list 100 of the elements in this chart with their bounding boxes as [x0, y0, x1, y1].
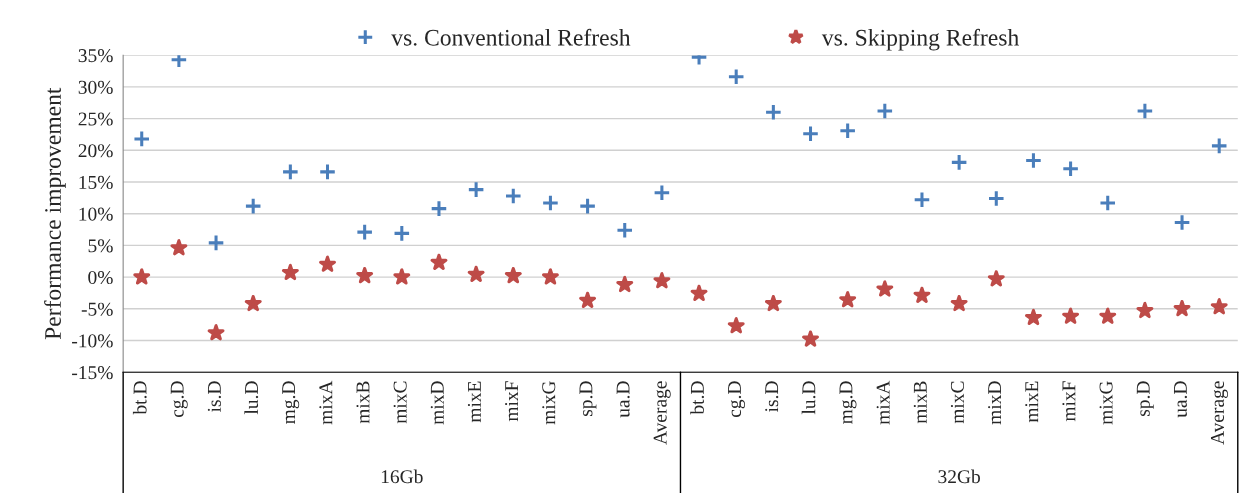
text: 16Gb — [381, 469, 423, 484]
point — [913, 190, 931, 209]
x-tick-label: mixC — [950, 381, 964, 424]
x-tick-label: Average — [653, 381, 671, 445]
point — [1098, 194, 1117, 212]
legend-label: vs. Conventional Refresh — [391, 28, 631, 46]
point — [1136, 301, 1154, 319]
y-tick-label: 25% — [78, 112, 113, 126]
x-tick-label: sp.D — [579, 381, 597, 416]
x-tick-label: cg.D — [728, 381, 746, 418]
x-tick-label: mixE — [1025, 381, 1039, 423]
point — [541, 268, 559, 285]
point — [393, 224, 411, 243]
y-tick-label: 5% — [88, 239, 113, 253]
point — [133, 268, 151, 285]
x-tick-label: ua.D — [1173, 381, 1187, 418]
point — [727, 67, 746, 86]
y-tick-label: -10% — [72, 334, 113, 348]
point — [393, 268, 411, 285]
x-tick-label: ua.D — [616, 381, 630, 418]
point — [355, 223, 374, 241]
x-tick-label: mixF — [505, 381, 518, 422]
point — [690, 284, 708, 302]
point — [615, 221, 634, 240]
point — [1024, 151, 1043, 170]
point — [987, 189, 1006, 208]
point — [132, 130, 151, 148]
x-tick-label: is.D — [207, 381, 221, 413]
x-tick-label: Average — [1210, 381, 1229, 445]
point — [1024, 308, 1042, 326]
x-tick-label: bt.D — [690, 381, 704, 415]
point — [467, 180, 485, 199]
y-tick-label: -5% — [81, 302, 113, 316]
x-tick-label: mixA — [319, 380, 333, 425]
point — [987, 270, 1005, 287]
point — [244, 197, 263, 215]
legend-label: vs. Skipping Refresh — [821, 28, 1019, 51]
point — [616, 275, 634, 293]
x-tick-label: is.D — [765, 381, 779, 413]
x-tick-label: mixF — [1062, 381, 1076, 422]
point — [504, 187, 523, 205]
point — [1210, 298, 1228, 315]
x-tick-label: sp.D — [1136, 381, 1154, 416]
x-tick-label: cg.D — [170, 381, 188, 418]
x-tick-label: mixB — [356, 381, 370, 424]
x-tick-label: mixD — [430, 381, 444, 425]
x-tick-label: mixC — [393, 381, 407, 424]
y-tick-label: -15% — [72, 366, 113, 380]
y-axis-title: Performance improvement — [44, 87, 66, 340]
text: 32Gb — [938, 469, 980, 484]
y-tick-label: 15% — [79, 175, 113, 190]
point — [579, 291, 597, 308]
point — [318, 163, 337, 181]
point — [876, 280, 894, 297]
x-tick-label: mixE — [467, 381, 481, 423]
point — [653, 272, 671, 289]
y-tick-label: 35% — [78, 49, 113, 63]
point — [1062, 307, 1080, 324]
point — [430, 253, 448, 270]
point — [578, 197, 597, 215]
point — [839, 291, 857, 308]
x-tick-label: mixD — [988, 381, 1001, 425]
point — [170, 239, 188, 256]
point — [207, 324, 225, 341]
point — [281, 263, 299, 281]
x-tick-label: mg.D — [282, 381, 300, 424]
point — [207, 234, 225, 252]
point — [430, 199, 448, 218]
point — [913, 286, 931, 303]
point — [1136, 102, 1154, 120]
x-tick-label: lu.D — [244, 381, 259, 415]
point — [727, 317, 745, 334]
x-tick-label: mg.D — [839, 381, 857, 424]
x-tick-label: bt.D — [132, 381, 147, 415]
point — [764, 103, 783, 122]
point — [244, 294, 262, 312]
x-tick-label: mixB — [913, 381, 927, 424]
point — [950, 153, 968, 172]
point — [170, 55, 188, 69]
point — [319, 255, 336, 272]
point — [467, 265, 485, 282]
point — [950, 294, 968, 312]
point — [1173, 300, 1191, 317]
y-tick-label: 0% — [88, 270, 113, 285]
point — [504, 267, 522, 284]
x-tick-label: mixG — [542, 381, 556, 425]
point — [838, 121, 857, 140]
y-tick-label: 30% — [78, 80, 113, 94]
point — [541, 194, 560, 212]
y-tick-label: 10% — [79, 207, 113, 221]
point — [1210, 137, 1229, 155]
point — [281, 163, 300, 181]
x-tick-label: mixA — [876, 380, 890, 425]
point — [1099, 307, 1117, 324]
y-tick-label: 20% — [78, 144, 113, 158]
point — [876, 102, 894, 120]
point — [1061, 159, 1080, 178]
point — [1173, 213, 1191, 232]
x-tick-label: lu.D — [801, 381, 816, 415]
point — [802, 330, 819, 347]
